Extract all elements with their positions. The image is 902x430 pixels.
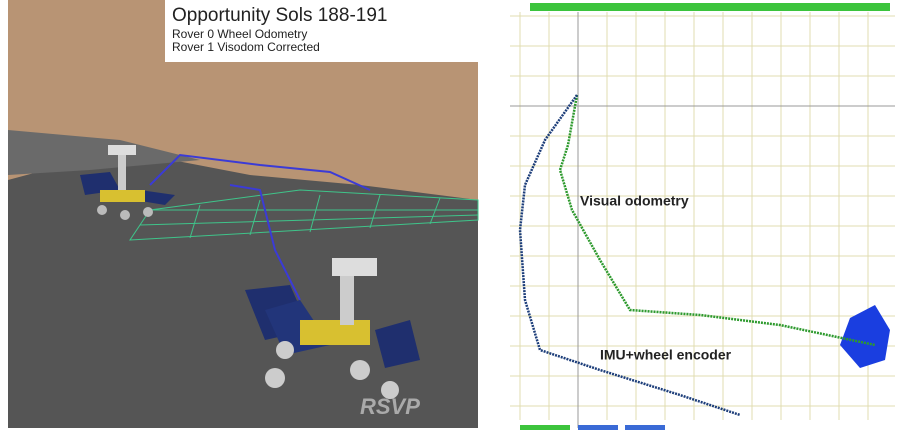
annotation: Visual odometry — [580, 193, 689, 209]
rover-footprint — [840, 305, 890, 368]
grid — [510, 12, 895, 420]
path-0 — [149, 153, 371, 191]
annotation: IMU+wheel encoder — [600, 347, 732, 363]
visual-odometry-path — [558, 94, 876, 347]
legend-box — [165, 0, 478, 62]
button — [520, 425, 570, 430]
trajectory-plot: Visual odometry IMU+wheel encoder — [505, 0, 897, 430]
watermark: RSVP — [360, 394, 420, 419]
button — [578, 425, 618, 430]
title: Opportunity Sols 188-191 — [172, 5, 387, 26]
path-1 — [229, 184, 301, 301]
legend-entry: Rover 1 Visodom Corrected — [172, 40, 320, 54]
rover-1 — [245, 258, 420, 399]
ground — [8, 150, 478, 428]
legend-entry: Rover 0 Wheel Odometry — [172, 27, 307, 41]
button — [625, 425, 665, 430]
render-view: Opportunity Sols 188-191 Rover 0 Wheel O… — [8, 0, 479, 428]
rover-0 — [80, 145, 175, 220]
imu-path — [518, 94, 741, 417]
status-bar — [530, 3, 890, 11]
ridge — [8, 130, 200, 175]
